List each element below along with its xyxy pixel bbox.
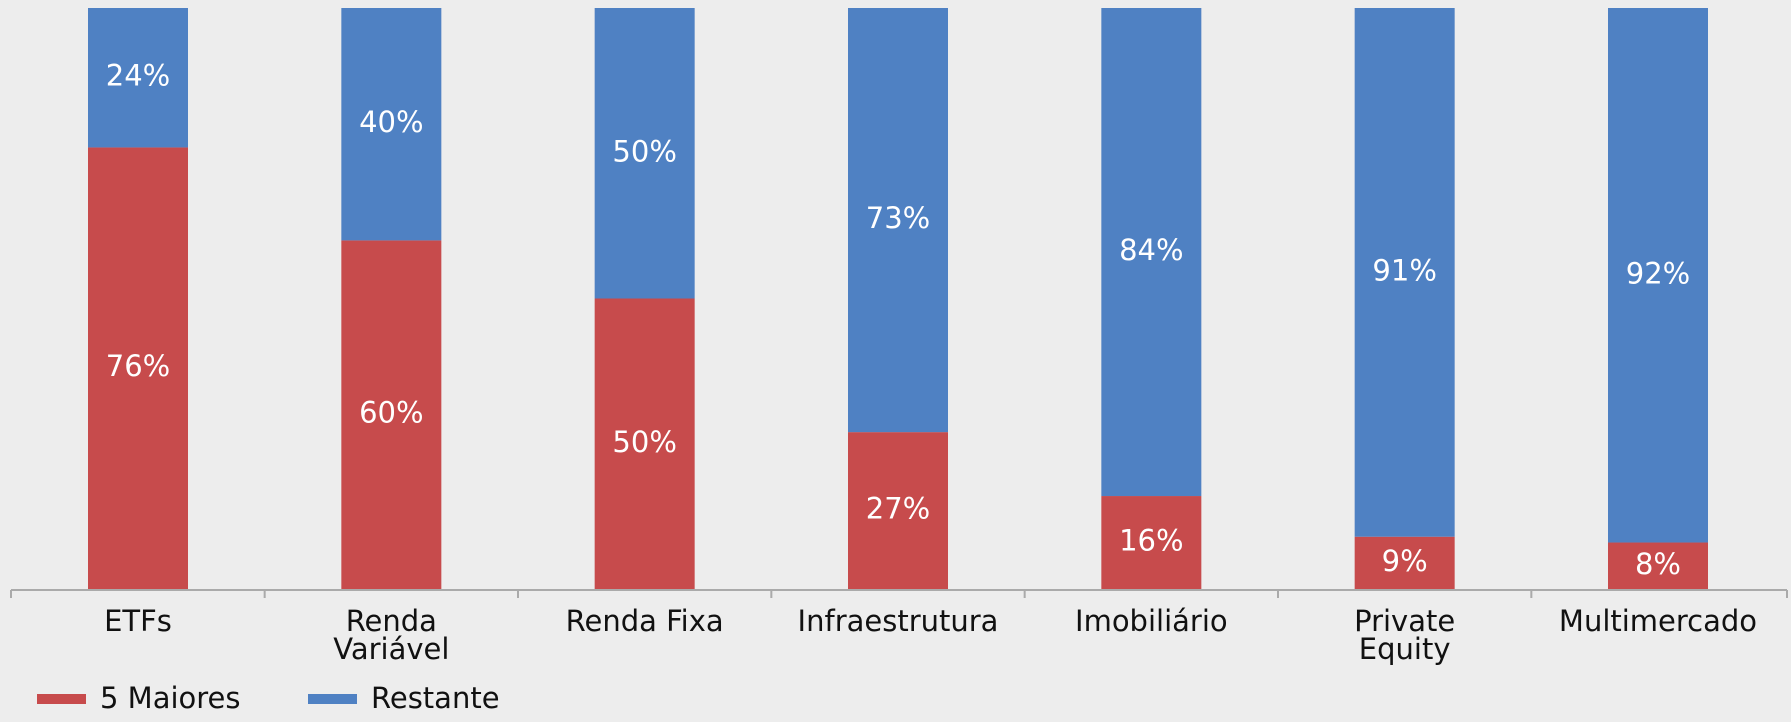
x-tick-label: ETFs [104, 604, 172, 638]
data-label: 84% [1119, 233, 1183, 267]
legend-swatch [37, 694, 86, 704]
bar-segment [88, 147, 188, 589]
data-label: 92% [1626, 256, 1690, 290]
bar-segment [1608, 8, 1708, 543]
data-label: 76% [106, 349, 170, 383]
data-label: 8% [1635, 547, 1681, 581]
legend-label: 5 Maiores [100, 681, 241, 715]
legend-swatch [308, 694, 357, 704]
data-label: 24% [106, 59, 170, 93]
bar-segment [1354, 8, 1455, 537]
bar-segment [341, 8, 442, 241]
data-label: 60% [359, 396, 423, 430]
bar-segment [594, 298, 695, 589]
x-tick-label: Infraestrutura [797, 604, 999, 638]
data-label: 16% [1119, 524, 1183, 558]
bar-segment [848, 8, 948, 433]
data-label: 27% [866, 492, 930, 526]
bar-segment [1354, 536, 1455, 589]
bar-segment [341, 240, 442, 589]
bar-segment [848, 432, 948, 589]
bar-segment [594, 8, 695, 299]
x-tick-label: Private Equity [1354, 604, 1456, 666]
x-tick-label: Renda Fixa [565, 604, 724, 638]
data-label: 9% [1382, 544, 1428, 578]
bar-segment [88, 8, 188, 148]
bar-segment [1101, 496, 1202, 589]
x-tick-label: Imobiliário [1075, 604, 1228, 638]
data-label: 50% [612, 425, 676, 459]
x-tick-label: Multimercado [1558, 604, 1758, 638]
data-label: 91% [1372, 253, 1436, 287]
bar-segment [1608, 542, 1708, 589]
legend-label: Restante [371, 681, 500, 715]
x-tick-label: Renda Variável [333, 604, 450, 666]
bar-segment [1101, 8, 1202, 497]
data-label: 40% [359, 105, 423, 139]
data-label: 50% [612, 134, 676, 168]
data-label: 73% [866, 201, 930, 235]
